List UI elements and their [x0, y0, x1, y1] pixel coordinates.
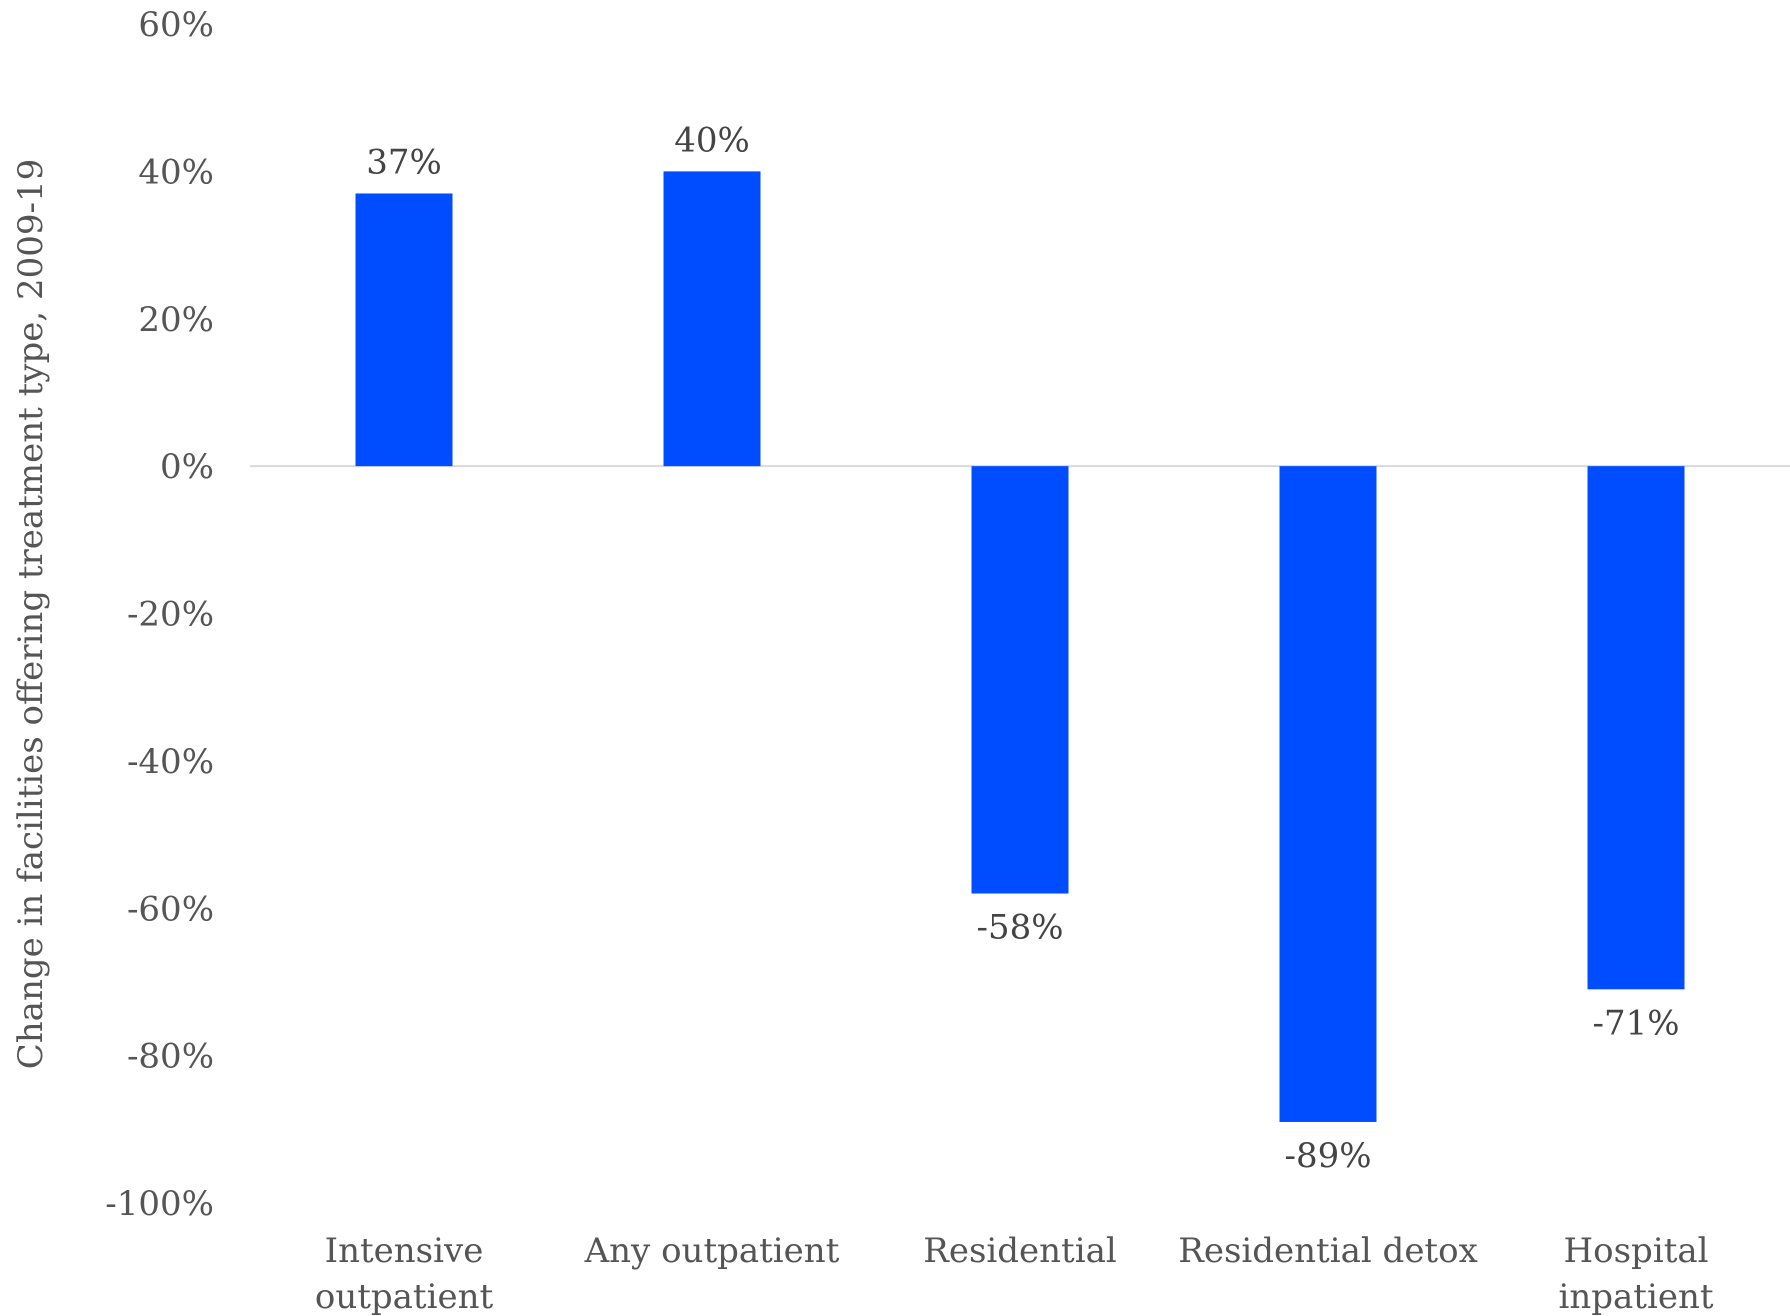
y-tick-label: -40% — [127, 742, 214, 782]
bar — [1279, 466, 1377, 1122]
bar — [355, 193, 453, 467]
x-tick-label: Residential — [923, 1231, 1117, 1271]
bar — [663, 171, 761, 467]
y-axis-title: Change in facilities offering treatment … — [11, 159, 51, 1069]
data-label: 40% — [674, 120, 750, 160]
data-label: -58% — [976, 908, 1063, 948]
y-tick-label: -20% — [127, 595, 214, 635]
data-label: -71% — [1592, 1003, 1679, 1043]
x-tick-label: Residential detox — [1178, 1231, 1478, 1271]
y-tick-label: -60% — [127, 889, 214, 929]
y-tick-label: 20% — [138, 300, 214, 340]
y-tick-label: 60% — [138, 5, 214, 45]
y-tick-label: 0% — [160, 447, 214, 487]
data-labels: 37% 40% -58% -89% -71% — [366, 120, 1679, 1176]
x-axis-labels: Intensive outpatient Any outpatient Residen… — [315, 1231, 1714, 1316]
x-tick-label: Hospital inpatient — [1558, 1231, 1713, 1316]
y-axis-ticks: 60% 40% 20% 0% -20% -40% -60% -80% -100% — [105, 5, 214, 1224]
bar — [971, 466, 1069, 894]
y-tick-label: -100% — [105, 1184, 214, 1224]
y-tick-label: -80% — [127, 1037, 214, 1077]
x-tick-label: Intensive outpatient — [315, 1231, 494, 1316]
y-tick-label: 40% — [138, 152, 214, 192]
x-tick-label: Any outpatient — [584, 1231, 840, 1271]
bars — [355, 171, 1685, 1122]
data-label: -89% — [1284, 1136, 1371, 1176]
data-label: 37% — [366, 142, 442, 182]
bar — [1587, 466, 1685, 990]
